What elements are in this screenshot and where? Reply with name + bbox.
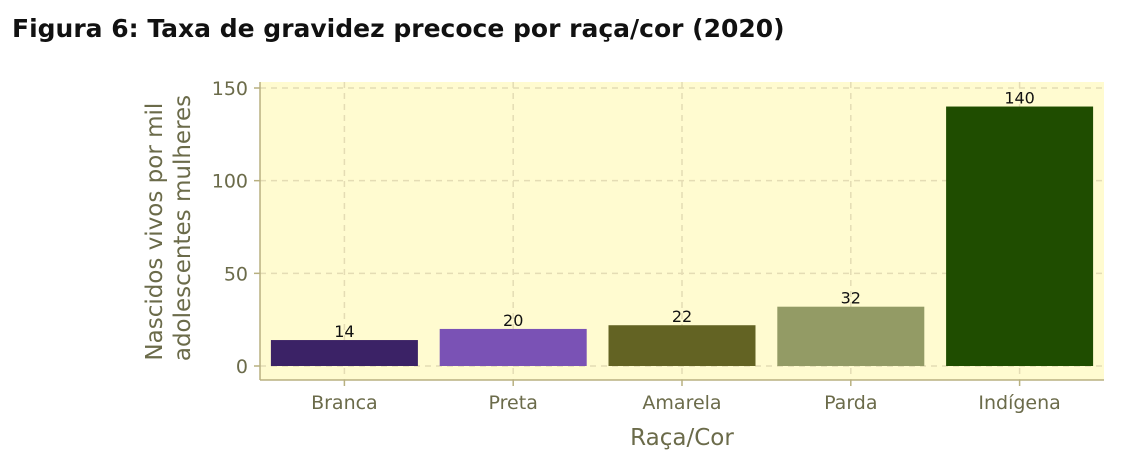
data-label: 32 bbox=[841, 289, 861, 308]
bar bbox=[439, 328, 587, 366]
data-label: 20 bbox=[503, 311, 523, 330]
x-tick-label: Indígena bbox=[978, 392, 1060, 414]
y-axis-title-line-2: adolescentes mulheres bbox=[170, 95, 196, 361]
data-label: 22 bbox=[672, 307, 692, 326]
y-axis-title: Nascidos vivos por mil adolescentes mulh… bbox=[142, 95, 196, 361]
x-axis-ticks: Branca Preta Amarela Parda Indígena bbox=[311, 380, 1061, 414]
x-tick-label: Amarela bbox=[642, 392, 721, 414]
y-tick-label: 150 bbox=[212, 78, 248, 100]
bars bbox=[270, 106, 1094, 367]
y-axis-ticks: 0 50 100 150 bbox=[212, 78, 260, 378]
bar bbox=[270, 340, 418, 366]
y-tick-label: 50 bbox=[224, 263, 248, 285]
chart-title: Figura 6: Taxa de gravidez precoce por r… bbox=[12, 14, 785, 43]
x-tick-label: Branca bbox=[311, 392, 378, 414]
y-axis-title-line-1: Nascidos vivos por mil bbox=[142, 103, 168, 361]
data-label: 140 bbox=[1004, 89, 1035, 108]
y-tick-label: 0 bbox=[236, 356, 248, 378]
x-tick-label: Parda bbox=[824, 392, 877, 414]
bar bbox=[608, 325, 756, 366]
y-tick-label: 100 bbox=[212, 171, 248, 193]
x-tick-label: Preta bbox=[489, 392, 538, 414]
data-labels: 14 20 22 32 140 bbox=[334, 89, 1035, 342]
x-axis-title: Raça/Cor bbox=[630, 425, 734, 451]
bar bbox=[946, 106, 1094, 367]
bar bbox=[777, 306, 925, 366]
data-label: 14 bbox=[334, 322, 354, 341]
